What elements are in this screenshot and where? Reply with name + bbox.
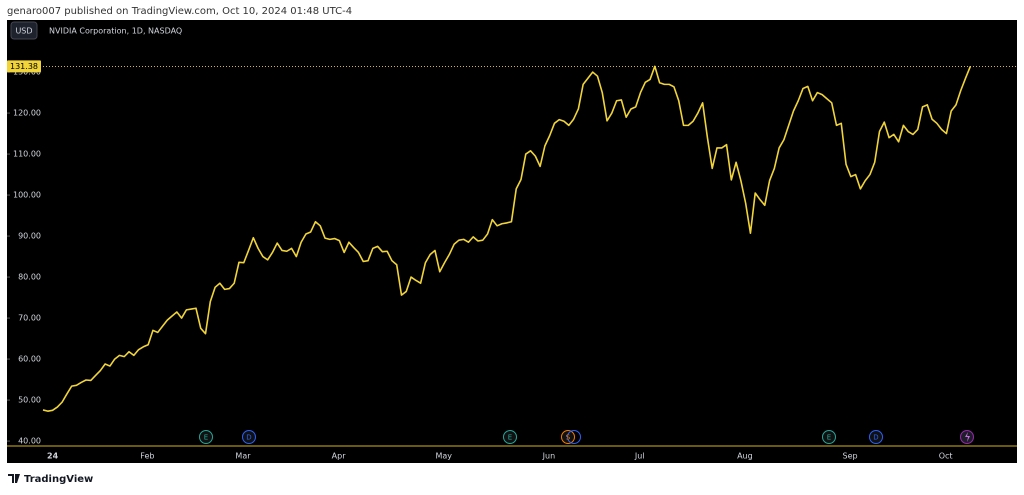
chart-title: NVIDIA Corporation, 1D, NASDAQ — [49, 27, 182, 36]
x-tick-label: Jun — [542, 452, 556, 461]
footer-logo — [8, 474, 20, 483]
x-tick-label: Sep — [843, 452, 858, 461]
x-tick-label: May — [435, 452, 452, 461]
dividend-icon — [960, 430, 974, 444]
event-marker-label: S — [566, 434, 571, 442]
event-marker-label: D — [873, 434, 878, 442]
price-line — [42, 65, 972, 412]
y-tick-label: 110.00 — [13, 150, 41, 159]
event-marker — [242, 430, 256, 444]
y-tick-label: 50.00 — [18, 396, 41, 405]
publish-header: genaro007 published on TradingView.com, … — [7, 6, 352, 17]
y-tick-label: 70.00 — [18, 314, 41, 323]
x-tick-label: Oct — [939, 452, 953, 461]
event-marker — [503, 430, 517, 444]
event-marker-label: E — [204, 434, 208, 442]
x-tick-label: Apr — [332, 452, 347, 461]
x-tick-label: Jul — [634, 452, 645, 461]
event-marker — [869, 430, 883, 444]
plot-background — [7, 20, 1017, 463]
event-marker — [199, 430, 213, 444]
event-marker-label: D — [246, 434, 251, 442]
event-marker-stack — [567, 430, 581, 444]
x-tick-label: 24 — [47, 452, 59, 461]
event-marker — [822, 430, 836, 444]
y-tick-label: 120.00 — [13, 109, 41, 118]
currency: USD — [15, 27, 32, 36]
currency-box — [10, 21, 38, 40]
x-tick-label: Feb — [140, 452, 154, 461]
event-marker-label: E — [508, 434, 512, 442]
y-tick-label: 100.00 — [13, 191, 41, 200]
x-tick-label: Mar — [235, 452, 251, 461]
y-tick-label: 80.00 — [18, 273, 41, 282]
footer-brand: TradingView — [24, 474, 93, 485]
y-tick-label: 90.00 — [18, 232, 41, 241]
last-price-box — [7, 60, 41, 73]
y-tick-label: 60.00 — [18, 355, 41, 364]
last-price-label: 131.38 — [10, 62, 38, 71]
event-marker-label: E — [827, 434, 831, 442]
x-tick-label: Aug — [737, 452, 753, 461]
y-tick-label: 40.00 — [18, 437, 41, 446]
